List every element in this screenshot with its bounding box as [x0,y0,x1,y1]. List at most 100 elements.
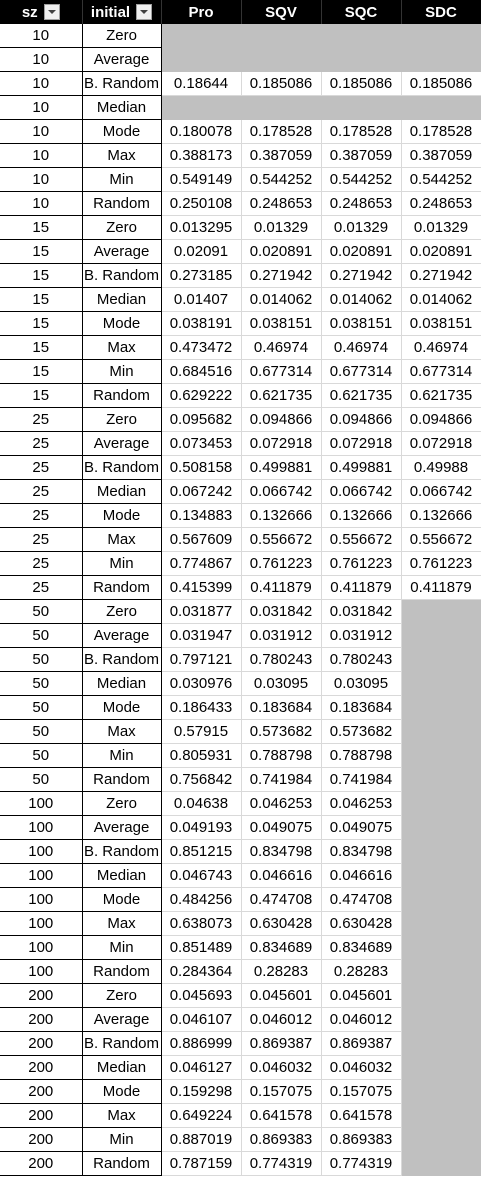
sqv-cell[interactable]: 0.573682 [241,719,322,744]
sdc-cell[interactable]: 0.411879 [401,575,481,600]
initial-cell[interactable]: Max [82,719,162,744]
sdc-cell[interactable] [401,647,481,672]
pro-cell[interactable]: 0.284364 [161,959,242,984]
pro-cell[interactable]: 0.273185 [161,263,242,288]
sz-cell[interactable]: 50 [0,743,83,768]
initial-cell[interactable]: Average [82,623,162,648]
pro-cell[interactable]: 0.805931 [161,743,242,768]
sz-cell[interactable]: 15 [0,383,83,408]
sdc-cell[interactable]: 0.072918 [401,431,481,456]
sdc-cell[interactable] [401,959,481,984]
pro-cell[interactable]: 0.045693 [161,983,242,1008]
initial-cell[interactable]: Median [82,479,162,504]
sqv-cell[interactable]: 0.544252 [241,167,322,192]
sqc-cell[interactable]: 0.03095 [321,671,402,696]
pro-cell[interactable]: 0.851489 [161,935,242,960]
sqv-cell[interactable]: 0.630428 [241,911,322,936]
sqc-cell[interactable]: 0.630428 [321,911,402,936]
sdc-cell[interactable] [401,47,481,72]
header-sz[interactable]: sz [0,0,83,24]
sdc-cell[interactable]: 0.46974 [401,335,481,360]
initial-cell[interactable]: Mode [82,887,162,912]
sqv-cell[interactable]: 0.038151 [241,311,322,336]
sz-cell[interactable]: 10 [0,143,83,168]
sqc-cell[interactable]: 0.185086 [321,71,402,96]
sqv-cell[interactable] [241,95,322,120]
sqv-cell[interactable]: 0.183684 [241,695,322,720]
sqv-cell[interactable]: 0.774319 [241,1151,322,1176]
sqv-cell[interactable]: 0.46974 [241,335,322,360]
sqv-cell[interactable]: 0.621735 [241,383,322,408]
sqv-cell[interactable]: 0.248653 [241,191,322,216]
initial-cell[interactable]: Min [82,743,162,768]
sz-cell[interactable]: 25 [0,407,83,432]
sz-cell[interactable]: 15 [0,215,83,240]
initial-cell[interactable]: Average [82,1007,162,1032]
sqv-cell[interactable]: 0.677314 [241,359,322,384]
sz-cell[interactable]: 25 [0,551,83,576]
sqc-cell[interactable]: 0.28283 [321,959,402,984]
initial-cell[interactable]: Max [82,143,162,168]
sqv-cell[interactable] [241,24,322,48]
sz-cell[interactable]: 10 [0,47,83,72]
sqc-cell[interactable]: 0.01329 [321,215,402,240]
sqc-cell[interactable]: 0.038151 [321,311,402,336]
sdc-cell[interactable]: 0.677314 [401,359,481,384]
initial-cell[interactable]: Mode [82,1079,162,1104]
sqc-cell[interactable]: 0.621735 [321,383,402,408]
pro-cell[interactable]: 0.484256 [161,887,242,912]
pro-cell[interactable]: 0.415399 [161,575,242,600]
pro-cell[interactable]: 0.030976 [161,671,242,696]
sqc-cell[interactable]: 0.788798 [321,743,402,768]
sz-cell[interactable]: 10 [0,167,83,192]
sqc-cell[interactable]: 0.741984 [321,767,402,792]
sz-cell[interactable]: 200 [0,1127,83,1152]
sz-cell[interactable]: 10 [0,71,83,96]
sdc-cell[interactable] [401,623,481,648]
pro-cell[interactable] [161,95,242,120]
sqv-cell[interactable]: 0.066742 [241,479,322,504]
sdc-cell[interactable]: 0.132666 [401,503,481,528]
sz-cell[interactable]: 10 [0,119,83,144]
initial-cell[interactable]: Average [82,239,162,264]
pro-cell[interactable]: 0.388173 [161,143,242,168]
sqv-cell[interactable]: 0.741984 [241,767,322,792]
sqc-cell[interactable]: 0.046253 [321,791,402,816]
pro-cell[interactable]: 0.886999 [161,1031,242,1056]
initial-cell[interactable]: Zero [82,983,162,1008]
initial-cell[interactable]: Average [82,47,162,72]
sqv-cell[interactable]: 0.020891 [241,239,322,264]
sqc-cell[interactable]: 0.248653 [321,191,402,216]
initial-cell[interactable]: Random [82,959,162,984]
initial-cell[interactable]: Random [82,575,162,600]
sdc-cell[interactable] [401,95,481,120]
pro-cell[interactable]: 0.18644 [161,71,242,96]
sqc-cell[interactable]: 0.014062 [321,287,402,312]
sqv-cell[interactable]: 0.014062 [241,287,322,312]
sdc-cell[interactable]: 0.038151 [401,311,481,336]
pro-cell[interactable]: 0.756842 [161,767,242,792]
sqc-cell[interactable]: 0.387059 [321,143,402,168]
sqv-cell[interactable]: 0.556672 [241,527,322,552]
sqc-cell[interactable]: 0.474708 [321,887,402,912]
pro-cell[interactable] [161,47,242,72]
sdc-cell[interactable] [401,1103,481,1128]
sdc-cell[interactable]: 0.49988 [401,455,481,480]
sqv-cell[interactable]: 0.761223 [241,551,322,576]
sqv-cell[interactable]: 0.031912 [241,623,322,648]
sqc-cell[interactable]: 0.178528 [321,119,402,144]
sdc-cell[interactable]: 0.761223 [401,551,481,576]
initial-cell[interactable]: Zero [82,24,162,48]
sqv-cell[interactable]: 0.045601 [241,983,322,1008]
sdc-cell[interactable] [401,671,481,696]
initial-cell[interactable]: Max [82,1103,162,1128]
sqc-cell[interactable]: 0.544252 [321,167,402,192]
sqv-cell[interactable]: 0.788798 [241,743,322,768]
sqv-cell[interactable]: 0.046032 [241,1055,322,1080]
filter-dropdown-icon[interactable] [136,4,153,20]
initial-cell[interactable]: Median [82,1055,162,1080]
sdc-cell[interactable]: 0.066742 [401,479,481,504]
sz-cell[interactable]: 25 [0,527,83,552]
sqv-cell[interactable]: 0.031842 [241,599,322,624]
sz-cell[interactable]: 200 [0,1079,83,1104]
